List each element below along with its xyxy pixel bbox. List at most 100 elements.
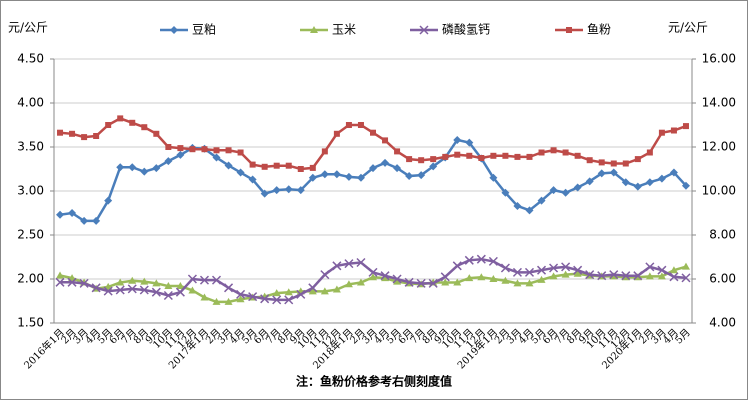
marker — [381, 274, 390, 282]
marker — [308, 287, 317, 295]
marker — [645, 178, 654, 187]
marker — [272, 295, 282, 305]
marker — [466, 152, 473, 159]
legend-label: 玉米 — [332, 23, 356, 37]
marker — [537, 275, 546, 283]
marker — [561, 262, 571, 272]
marker — [139, 285, 149, 295]
marker — [213, 147, 220, 154]
marker — [69, 130, 76, 137]
marker — [211, 275, 222, 285]
marker — [657, 174, 666, 183]
marker — [284, 295, 294, 305]
marker — [501, 276, 510, 284]
marker — [525, 279, 534, 287]
marker — [344, 172, 353, 181]
marker — [236, 168, 245, 177]
marker — [489, 173, 498, 182]
marker — [309, 164, 316, 171]
marker — [500, 263, 510, 273]
marker — [79, 278, 89, 288]
marker — [669, 168, 678, 177]
marker — [657, 265, 667, 275]
marker — [610, 160, 617, 167]
marker — [634, 156, 641, 163]
y-tick-label: 3.00 — [17, 184, 44, 198]
marker — [237, 149, 244, 156]
marker — [477, 273, 486, 281]
marker — [646, 149, 653, 156]
marker — [465, 138, 474, 147]
marker — [248, 292, 258, 302]
marker — [513, 279, 522, 287]
marker — [573, 265, 583, 275]
y2-tick-label: 10.00 — [702, 184, 736, 198]
marker — [633, 271, 643, 281]
marker — [356, 278, 365, 286]
marker — [140, 277, 149, 285]
marker — [320, 270, 330, 280]
y-tick-label: 2.50 — [17, 228, 44, 242]
marker — [225, 147, 232, 154]
marker — [93, 133, 100, 139]
marker — [236, 289, 246, 299]
marker — [418, 157, 425, 164]
marker — [394, 148, 401, 155]
marker — [621, 178, 630, 187]
marker — [176, 150, 185, 159]
marker — [332, 261, 342, 271]
marker — [586, 157, 593, 164]
marker — [151, 287, 161, 297]
marker — [453, 135, 462, 144]
marker — [187, 274, 197, 284]
marker — [549, 263, 559, 273]
marker — [382, 137, 389, 144]
marker — [163, 290, 173, 301]
marker — [392, 274, 402, 284]
marker — [501, 188, 510, 197]
marker — [416, 278, 426, 288]
marker — [645, 272, 654, 280]
marker — [405, 172, 414, 181]
marker — [284, 185, 293, 194]
marker — [502, 152, 509, 159]
marker — [429, 162, 438, 171]
marker — [525, 206, 534, 215]
marker — [153, 130, 160, 137]
marker — [514, 153, 521, 160]
marker — [332, 285, 341, 293]
marker — [177, 145, 184, 152]
y-tick-label: 2.00 — [17, 272, 44, 286]
y2-tick-label: 14.00 — [702, 96, 736, 110]
marker — [453, 278, 462, 286]
marker — [81, 134, 88, 141]
marker — [127, 284, 137, 294]
marker — [152, 279, 161, 287]
marker — [332, 170, 341, 179]
marker — [272, 186, 281, 195]
marker — [164, 282, 173, 290]
marker — [658, 129, 665, 136]
marker — [681, 181, 690, 190]
marker — [669, 266, 678, 274]
marker — [116, 163, 125, 172]
marker — [176, 282, 185, 290]
marker — [524, 267, 535, 277]
marker — [296, 186, 305, 195]
marker — [333, 130, 340, 137]
marker — [574, 152, 581, 159]
marker — [536, 265, 547, 275]
y2-axis-title: 元/公斤 — [668, 21, 708, 35]
marker — [478, 155, 485, 161]
marker — [465, 274, 474, 282]
marker — [116, 278, 125, 286]
marker — [550, 147, 557, 154]
marker — [622, 160, 629, 167]
marker — [489, 275, 498, 282]
marker — [272, 289, 281, 297]
marker — [538, 149, 545, 156]
marker — [369, 164, 377, 173]
marker — [669, 272, 679, 282]
marker — [92, 216, 101, 225]
